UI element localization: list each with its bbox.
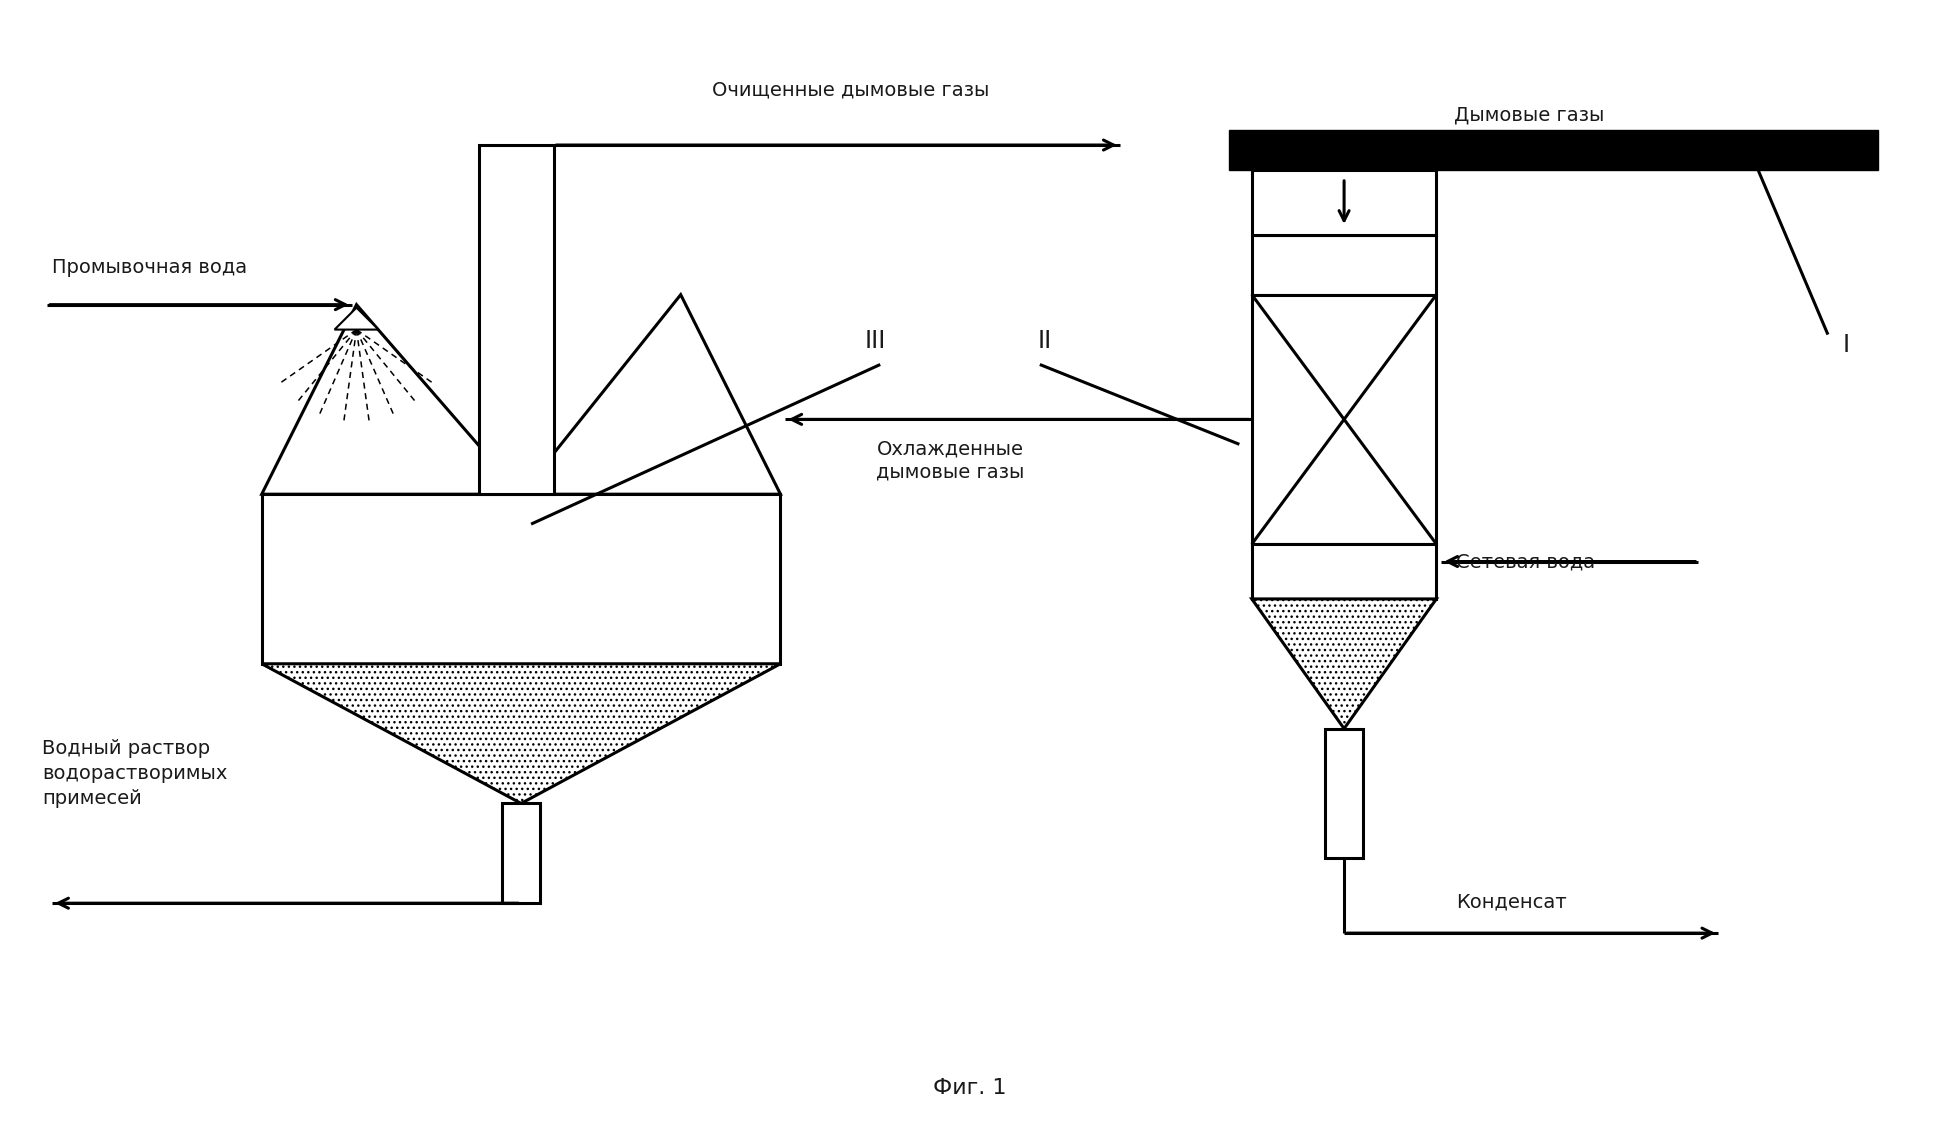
Text: III: III xyxy=(865,328,886,352)
Bar xyxy=(501,803,540,904)
Text: Фиг. 1: Фиг. 1 xyxy=(933,1078,1006,1098)
Text: Очищенные дымовые газы: Очищенные дымовые газы xyxy=(711,81,989,100)
Text: Сетевая вода: Сетевая вода xyxy=(1457,553,1595,571)
Text: Промывочная вода: Промывочная вода xyxy=(52,257,247,277)
Polygon shape xyxy=(262,664,781,803)
Text: I: I xyxy=(1842,333,1850,357)
Polygon shape xyxy=(521,295,781,494)
Polygon shape xyxy=(1251,599,1436,729)
Bar xyxy=(1230,130,1877,170)
Bar xyxy=(1251,295,1436,545)
Bar xyxy=(1251,235,1436,295)
Bar xyxy=(262,494,781,664)
Text: Дымовые газы: Дымовые газы xyxy=(1453,105,1605,125)
Bar xyxy=(1251,170,1436,235)
Text: II: II xyxy=(1038,328,1051,352)
Polygon shape xyxy=(334,308,379,329)
Text: Водный раствор
водорастворимых
примесей: Водный раствор водорастворимых примесей xyxy=(43,739,227,808)
Text: Конденсат: Конденсат xyxy=(1457,892,1568,911)
Polygon shape xyxy=(262,304,521,494)
Text: Охлажденные
дымовые газы: Охлажденные дымовые газы xyxy=(876,439,1024,482)
Bar xyxy=(1325,729,1364,858)
Bar xyxy=(1251,545,1436,599)
Bar xyxy=(478,145,554,494)
